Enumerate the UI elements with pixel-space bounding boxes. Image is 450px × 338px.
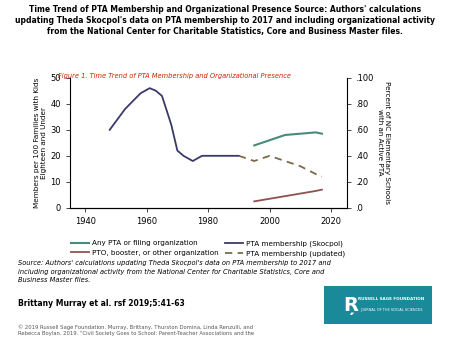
Text: Time Trend of PTA Membership and Organizational Presence Source: Authors' calcul: Time Trend of PTA Membership and Organiz… <box>15 5 435 36</box>
Y-axis label: Members per 100 Families with Kids
Eighteen and Under: Members per 100 Families with Kids Eight… <box>34 78 47 208</box>
Text: Brittany Murray et al. rsf 2019;5:41-63: Brittany Murray et al. rsf 2019;5:41-63 <box>18 299 185 308</box>
Text: JOURNAL OF THE SOCIAL SCIENCES: JOURNAL OF THE SOCIAL SCIENCES <box>360 308 422 312</box>
Text: Figure 1. Time Trend of PTA Membership and Organizational Presence: Figure 1. Time Trend of PTA Membership a… <box>58 73 292 79</box>
Text: Ŗ: Ŗ <box>343 295 359 315</box>
Text: Source: Authors' calculations updating Theda Skocpol's data on PTA membership to: Source: Authors' calculations updating T… <box>18 260 331 283</box>
Legend: Any PTA or filing organization, PTO, booster, or other organization, PTA members: Any PTA or filing organization, PTO, boo… <box>72 240 345 257</box>
Text: RUSSELL SAGE FOUNDATION: RUSSELL SAGE FOUNDATION <box>358 297 424 301</box>
Text: © 2019 Russell Sage Foundation. Murray, Brittany, Thurston Domina, Linda Renzull: © 2019 Russell Sage Foundation. Murray, … <box>18 324 254 336</box>
Y-axis label: Percent of NC Elementary Schools
with an Active PTA: Percent of NC Elementary Schools with an… <box>377 81 390 204</box>
